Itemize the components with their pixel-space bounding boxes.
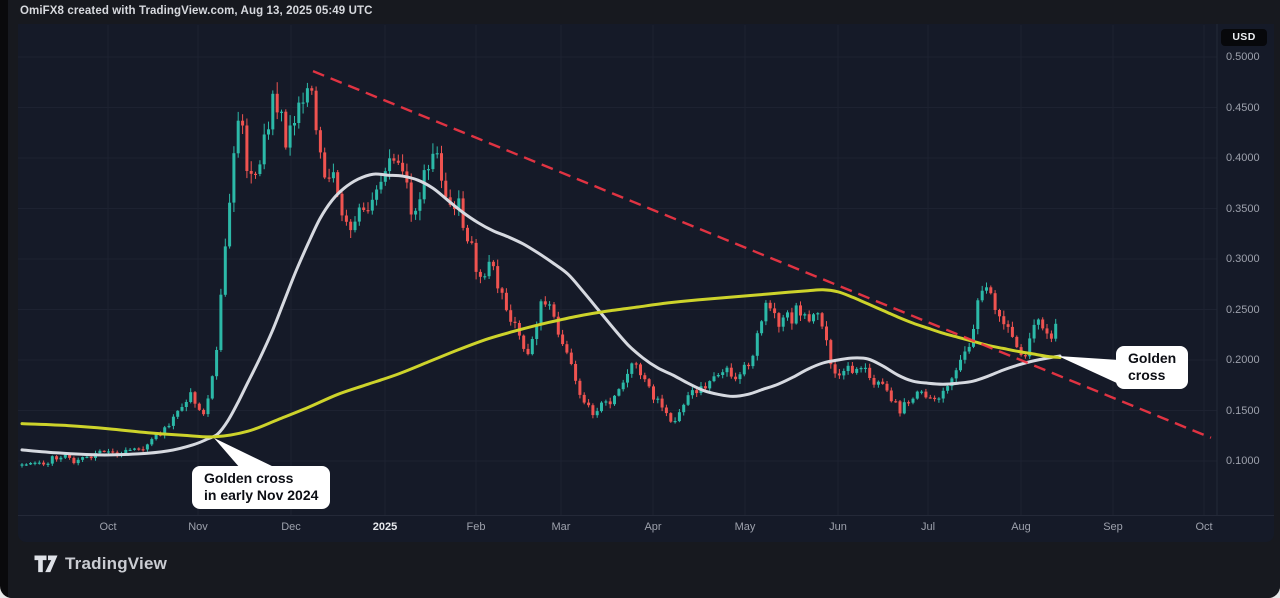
ma-slow-line	[20, 288, 1062, 439]
time-tick-label: Dec	[281, 521, 301, 533]
price-axis[interactable]: 0.5000 0.4500 0.4000 0.3500 0.3000 0.2500 0.20…	[1217, 24, 1274, 516]
footer-bar: TradingView	[18, 542, 1280, 598]
time-tick-label: Feb	[466, 521, 486, 533]
annotation-line: Golden	[1128, 350, 1177, 366]
trendline	[312, 70, 1212, 439]
candles-layer	[20, 82, 1058, 468]
price-tick-label: 0.1000	[1226, 455, 1260, 467]
annotation-golden-cross-aug: Golden cross	[1116, 346, 1189, 389]
time-tick-label: Aug	[1011, 521, 1031, 533]
chart-chrome: OmiFX8 created with TradingView.com, Aug…	[8, 0, 1280, 598]
time-tick-label: 2025	[372, 521, 398, 533]
time-tick-label: Apr	[644, 521, 662, 533]
price-tick-label: 0.3500	[1226, 202, 1260, 215]
chart-panel: USD 0.5000 0.4500 0.4000 0.3500 0.3000 0.2500…	[18, 24, 1274, 542]
time-tick-label: May	[734, 521, 756, 533]
brand-text: TradingView	[65, 554, 168, 573]
time-tick-label: Mar	[551, 521, 571, 533]
chart-title: OmiFX8 created with TradingView.com, Aug…	[20, 5, 373, 17]
price-tick-label: 0.1500	[1226, 404, 1260, 417]
time-tick-label: Jul	[920, 521, 936, 533]
time-tick-label: Sep	[1103, 521, 1123, 533]
tradingview-mark-icon	[34, 555, 58, 573]
price-tick-label: 0.2500	[1226, 303, 1260, 316]
time-axis[interactable]: Oct Nov Dec 2025 Feb Mar Apr May Jun Jul Aug Sep Oct	[18, 515, 1217, 542]
time-tick-label: Oct	[1195, 521, 1213, 533]
price-tick-label: 0.4000	[1226, 152, 1260, 164]
annotation-line: in early Nov 2024	[204, 487, 319, 503]
grid-layer	[18, 24, 1274, 516]
chart-canvas[interactable]	[18, 24, 1274, 542]
ma-fast-line	[20, 172, 1062, 457]
price-tick-label: 0.4500	[1226, 101, 1260, 114]
price-tick-label: 0.5000	[1226, 51, 1260, 63]
annotation-line: Golden cross	[204, 470, 294, 486]
price-tick-label: 0.3000	[1226, 253, 1260, 265]
title-bar: OmiFX8 created with TradingView.com, Aug…	[18, 0, 1280, 24]
currency-badge: USD	[1221, 29, 1267, 46]
time-tick-label: Oct	[99, 521, 117, 533]
time-tick-label: Jun	[829, 521, 847, 533]
tradingview-logo[interactable]: TradingView	[34, 554, 167, 574]
annotation-line: cross	[1128, 367, 1166, 383]
price-tick-label: 0.2000	[1226, 354, 1260, 366]
time-tick-label: Nov	[188, 521, 208, 533]
callout-tails	[214, 356, 1119, 468]
annotation-golden-cross-nov: Golden cross in early Nov 2024	[192, 466, 331, 509]
